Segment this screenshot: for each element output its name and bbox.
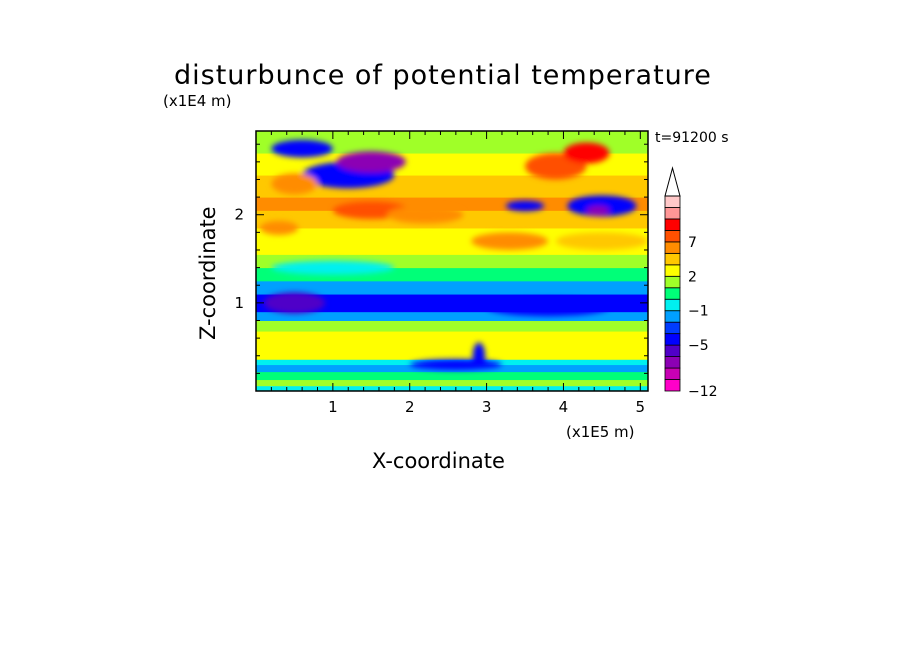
x-tick-label: 3 — [482, 398, 492, 416]
field-feature — [386, 205, 464, 224]
field-feature — [409, 359, 502, 370]
field-feature — [555, 232, 648, 250]
field-feature — [271, 139, 333, 158]
colorbar-swatch — [664, 298, 681, 312]
field-feature — [271, 260, 395, 275]
field-feature — [567, 195, 637, 217]
colorbar-swatch — [664, 195, 681, 208]
field-feature — [486, 298, 610, 317]
colorbar-swatch — [664, 275, 681, 289]
x-tick-label: 2 — [405, 398, 415, 416]
field-feature — [263, 292, 326, 314]
plot-area-field — [256, 131, 648, 391]
colorbar-swatch — [664, 241, 681, 254]
colorbar-extend-arrow — [664, 166, 681, 197]
colorbar-label: 7 — [688, 235, 697, 251]
colorbar-swatch — [664, 344, 681, 357]
time-stamp: t=91200 s — [655, 130, 729, 146]
colorbar-swatch — [664, 218, 681, 231]
field-feature — [471, 232, 549, 250]
plot-frame — [255, 130, 649, 392]
colorbar-swatch — [664, 379, 681, 392]
colorbar-swatch — [664, 310, 681, 323]
colorbar-swatch — [664, 321, 681, 335]
field-feature — [578, 338, 641, 356]
colorbar-swatch — [664, 230, 681, 243]
field-features — [259, 139, 648, 370]
field-band — [256, 350, 648, 360]
colorbar-swatch — [664, 367, 681, 380]
axis-ticks: 1 2 3 4 5 1 2 — [234, 131, 648, 416]
field-feature — [586, 205, 610, 215]
field-band — [256, 319, 648, 332]
field-band — [256, 371, 648, 381]
colorbar-swatch — [664, 207, 681, 220]
colorbar-swatch — [664, 287, 681, 300]
field-band — [256, 379, 648, 387]
colorbar-swatch — [664, 356, 681, 369]
y-tick-label: 1 — [234, 294, 244, 312]
field-feature — [472, 342, 486, 369]
x-axis-unit: (x1E5 m) — [566, 423, 635, 441]
y-tick-label: 2 — [234, 206, 244, 224]
field-band — [256, 227, 648, 242]
field-band — [256, 385, 648, 391]
colorbar: −12−5−127 — [664, 166, 718, 400]
field-feature — [563, 142, 610, 164]
x-tick-label: 1 — [328, 398, 338, 416]
field-band — [256, 311, 648, 321]
colorbar-label: −1 — [688, 304, 709, 320]
colorbar-swatch — [664, 333, 681, 346]
colorbar-label: −12 — [688, 384, 718, 400]
field-feature — [271, 173, 318, 195]
colorbar-swatch — [664, 252, 681, 266]
x-tick-label: 4 — [559, 398, 569, 416]
field-feature — [505, 200, 545, 212]
field-feature — [336, 151, 406, 173]
y-axis-unit: (x1E4 m) — [163, 92, 232, 110]
colorbar-label: −5 — [688, 338, 709, 354]
field-band — [256, 330, 648, 344]
x-axis-label: X-coordinate — [372, 449, 505, 473]
field-band — [256, 131, 648, 154]
colorbar-label: 2 — [688, 269, 697, 285]
field-feature — [259, 220, 299, 236]
chart-title: disturbunce of potential temperature — [174, 60, 712, 91]
field-band — [256, 342, 648, 352]
field-band — [256, 280, 648, 295]
field-band — [256, 240, 648, 255]
x-tick-label: 5 — [636, 398, 646, 416]
colorbar-swatch — [664, 264, 681, 277]
